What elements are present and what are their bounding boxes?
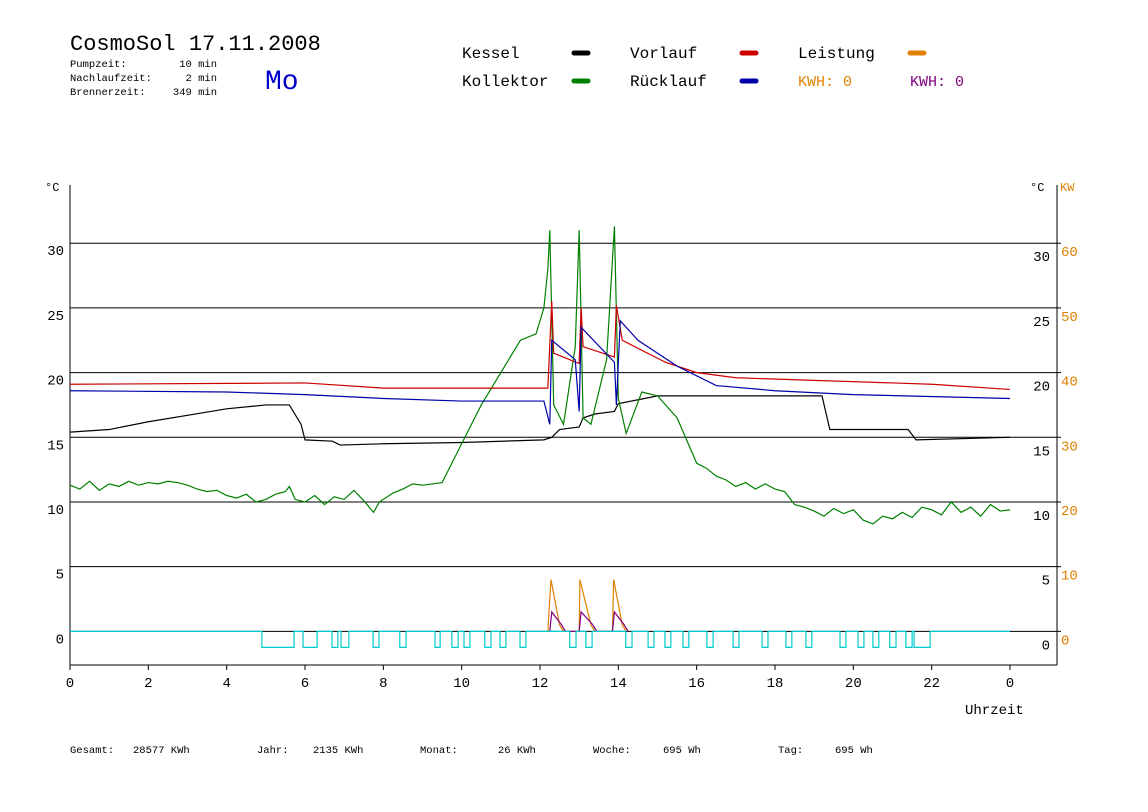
- series-line: [70, 630, 1010, 649]
- x-tick-label: 6: [301, 676, 309, 692]
- y2-tick-label: 25: [1033, 315, 1050, 331]
- y2-tick-label: 0: [1061, 633, 1069, 649]
- chart-title: CosmoSol 17.11.2008: [70, 32, 321, 57]
- x-tick-label: 2: [144, 676, 152, 692]
- stat-value: 695 Wh: [835, 745, 873, 757]
- stat-label: Jahr:: [257, 745, 289, 757]
- x-tick-label: 18: [767, 676, 784, 692]
- y2-tick-label: 20: [1061, 504, 1078, 520]
- series-line: [69, 226, 1011, 525]
- y-tick-label: 25: [47, 309, 64, 325]
- x-tick-label: 14: [610, 676, 627, 692]
- series-line: [69, 301, 1011, 391]
- legend-label: Vorlauf: [630, 45, 697, 63]
- stat-value: 2135 KWh: [313, 745, 363, 757]
- y-tick-label: 15: [47, 438, 64, 454]
- stat-value: 28577 KWh: [133, 745, 190, 757]
- y-tick-label: 10: [47, 503, 64, 519]
- series-line: [547, 579, 627, 632]
- stat-label: Monat:: [420, 745, 458, 757]
- stat-value: 695 Wh: [663, 745, 701, 757]
- y-tick-label: 0: [56, 632, 64, 648]
- y2-tick-label: 30: [1061, 439, 1078, 455]
- x-tick-label: 0: [66, 676, 74, 692]
- info-value: 2 min: [185, 73, 217, 85]
- x-tick-label: 12: [532, 676, 549, 692]
- x-tick-label: 8: [379, 676, 387, 692]
- stat-label: Woche:: [593, 745, 631, 757]
- kwh-label: KWH: 0: [798, 74, 852, 91]
- y2-axis-label: KW: [1060, 181, 1075, 195]
- y2-tick-label: 10: [1061, 569, 1078, 585]
- info-label: Brennerzeit:: [70, 87, 146, 99]
- y-axis-label: °C: [45, 181, 59, 195]
- series-line: [69, 319, 1011, 425]
- day-label: Mo: [265, 67, 299, 98]
- y2-tick-label: 15: [1033, 444, 1050, 460]
- info-label: Pumpzeit:: [70, 59, 127, 71]
- x-tick-label: 0: [1006, 676, 1014, 692]
- legend-label: Leistung: [798, 45, 875, 63]
- y2-tick-label: 5: [1042, 574, 1050, 590]
- legend-label: Rücklauf: [630, 73, 707, 91]
- y2-tick-label: 50: [1061, 310, 1078, 326]
- kwh-label: KWH: 0: [910, 74, 964, 91]
- y2-tick-label: 40: [1061, 375, 1078, 391]
- y2-tick-label: 10: [1033, 509, 1050, 525]
- x-tick-label: 4: [222, 676, 230, 692]
- y2-tick-label: 20: [1033, 380, 1050, 396]
- series-line: [69, 395, 1011, 446]
- x-tick-label: 20: [845, 676, 862, 692]
- legend-label: Kollektor: [462, 73, 548, 91]
- x-tick-label: 22: [923, 676, 940, 692]
- y2-tick-label: 30: [1033, 250, 1050, 266]
- legend-label: Kessel: [462, 45, 520, 63]
- info-value: 349 min: [173, 87, 217, 99]
- stat-label: Gesamt:: [70, 745, 114, 757]
- x-axis-label: Uhrzeit: [965, 703, 1024, 719]
- y-tick-label: 30: [47, 244, 64, 260]
- info-label: Nachlaufzeit:: [70, 73, 152, 85]
- y2-tick-label: 0: [1042, 638, 1050, 654]
- stat-label: Tag:: [778, 745, 803, 757]
- x-tick-label: 10: [453, 676, 470, 692]
- y2-axis-label: °C: [1030, 181, 1044, 195]
- stat-value: 26 KWh: [498, 745, 536, 757]
- y-tick-label: 5: [56, 568, 64, 584]
- x-tick-label: 16: [688, 676, 705, 692]
- y2-tick-label: 60: [1061, 245, 1078, 261]
- y-tick-label: 20: [47, 374, 64, 390]
- info-value: 10 min: [179, 59, 217, 71]
- series-line: [549, 610, 629, 632]
